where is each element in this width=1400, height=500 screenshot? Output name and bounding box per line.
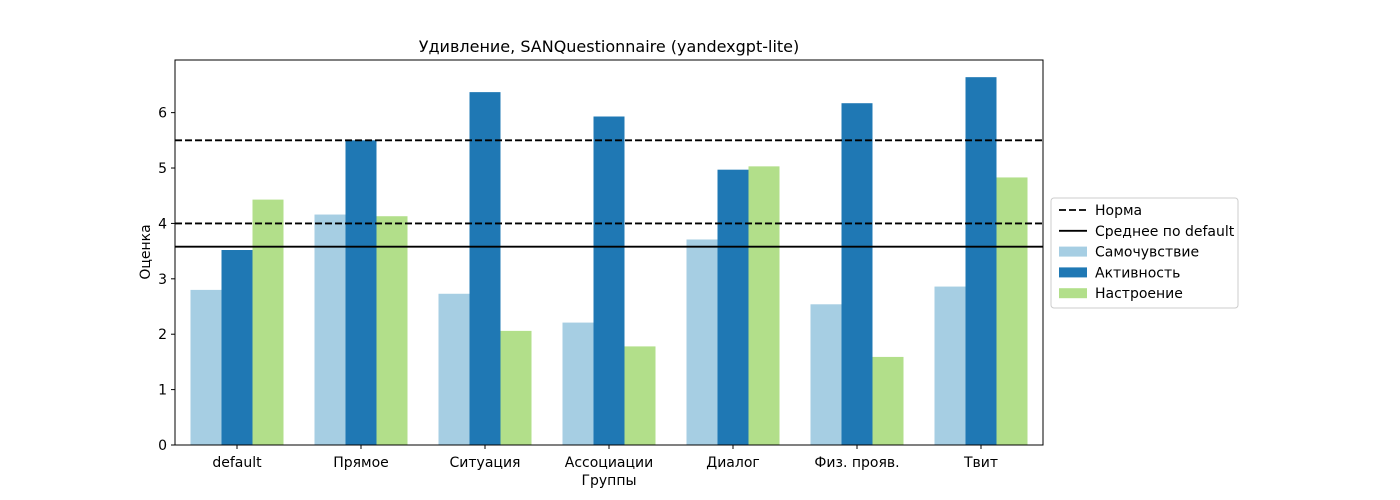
bars-group [190, 77, 1028, 446]
y-tick-label-1: 1 [158, 383, 167, 399]
bar-2-3 [469, 92, 501, 445]
y-tick-label-2: 2 [158, 327, 167, 343]
legend-swatch-3 [1059, 246, 1087, 257]
legend-label-1: Норма [1095, 203, 1142, 219]
bar-3-3 [500, 330, 532, 445]
legend-box [1050, 197, 1239, 309]
bar-2-2 [345, 140, 377, 445]
y-tick-label-5: 5 [158, 161, 167, 177]
legend-swatch-4 [1059, 267, 1087, 278]
bar-3-6 [872, 356, 904, 445]
bar-3-5 [748, 166, 780, 446]
x-tick-label-5: Диалог [706, 455, 759, 471]
y-tick-label-4: 4 [158, 216, 167, 232]
legend: Норма Среднее по default Самочувствие Актив… [1050, 197, 1239, 309]
x-axis: default Прямое Ситуация Ассоциации Диалог Физ… [212, 445, 998, 471]
y-tick-label-0: 0 [158, 438, 167, 454]
x-tick-label-7: Твит [963, 455, 998, 471]
y-axis-label: Оценка [138, 224, 154, 279]
chart-title: Удивление, SANQuestionnaire (yandexgpt-l… [419, 37, 800, 56]
bar-1-7 [934, 286, 966, 445]
y-tick-label-6: 6 [158, 106, 167, 122]
bar-2-4 [593, 116, 625, 445]
legend-label-3: Самочувствие [1095, 245, 1199, 261]
bar-3-4 [624, 346, 656, 445]
x-tick-label-6: Физ. прояв. [814, 455, 899, 471]
legend-label-2: Среднее по default [1095, 224, 1235, 240]
bar-3-7 [996, 177, 1028, 445]
bar-3-1 [252, 199, 284, 445]
bar-1-1 [190, 289, 222, 445]
bar-1-2 [314, 214, 346, 445]
bar-1-4 [562, 322, 594, 445]
bar-1-3 [438, 293, 470, 445]
bar-2-7 [965, 77, 997, 446]
x-tick-label-3: Ситуация [450, 455, 521, 471]
y-axis: 0 1 2 3 4 5 6 [158, 106, 175, 454]
reference-lines-group [175, 139, 1043, 248]
bar-2-1 [221, 250, 253, 445]
bar-1-6 [810, 304, 842, 445]
bar-1-5 [686, 239, 718, 445]
x-tick-label-1: default [212, 455, 262, 471]
x-axis-label: Группы [581, 473, 636, 489]
y-tick-label-3: 3 [158, 272, 167, 288]
legend-label-5: Настроение [1095, 286, 1183, 302]
bar-2-5 [717, 169, 749, 445]
bar-3-2 [376, 216, 408, 445]
x-tick-label-2: Прямое [333, 455, 389, 471]
x-tick-label-4: Ассоциации [565, 455, 653, 471]
bar-2-6 [841, 103, 873, 446]
legend-swatch-5 [1059, 288, 1087, 299]
legend-label-4: Активность [1095, 265, 1180, 281]
